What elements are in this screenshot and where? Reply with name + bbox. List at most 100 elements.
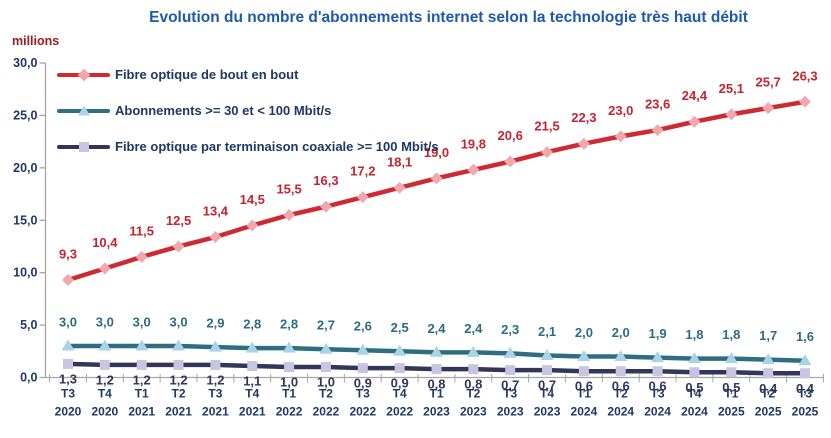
data-point-marker	[63, 358, 73, 369]
x-axis-quarter-label: T4	[687, 387, 701, 401]
x-axis-quarter-label: T2	[319, 387, 333, 401]
data-point-label: 2,4	[464, 321, 483, 336]
data-point-label: 18,1	[387, 154, 412, 169]
data-point-marker	[577, 137, 590, 150]
square-marker-swatch	[57, 138, 110, 155]
data-point-marker	[762, 102, 775, 115]
data-point-marker	[208, 340, 222, 352]
x-axis-quarter-label: T3	[356, 387, 370, 401]
data-point-label: 1,9	[649, 326, 667, 341]
x-axis-quarter-label: T1	[577, 387, 591, 401]
data-point-marker	[98, 339, 112, 351]
data-point-marker	[614, 350, 628, 362]
x-axis-year-label: 2023	[423, 405, 450, 419]
data-point-marker	[61, 339, 75, 351]
x-axis-year-label: 2025	[718, 405, 745, 419]
data-point-marker	[393, 181, 406, 194]
data-point-label: 23,0	[608, 103, 633, 118]
triangle-icon	[77, 105, 90, 115]
data-point-label: 2,7	[317, 318, 335, 333]
y-tick-label: 5,0	[20, 318, 37, 332]
data-point-marker	[761, 353, 775, 365]
data-point-label: 3,0	[133, 315, 151, 330]
y-tick-label: 30,0	[13, 56, 37, 70]
x-axis-quarter-label: T1	[429, 387, 443, 401]
data-point-marker	[503, 346, 517, 358]
y-axis-unit-label: millions	[12, 34, 60, 48]
data-point-label: 0,8	[464, 377, 482, 392]
data-point-label: 23,6	[645, 97, 670, 112]
data-point-label: 1,2	[133, 372, 151, 387]
data-point-marker	[135, 339, 149, 351]
data-point-marker	[689, 367, 700, 378]
data-point-marker	[431, 364, 442, 375]
data-point-marker	[430, 172, 443, 185]
triangle-marker-swatch	[57, 102, 110, 119]
data-point-label: 0,9	[391, 376, 409, 391]
data-point-marker	[467, 163, 480, 176]
data-point-marker	[725, 108, 738, 121]
data-point-label: 17,2	[350, 164, 375, 179]
x-axis-quarter-label: T3	[503, 387, 517, 401]
data-point-label: 1,8	[685, 327, 703, 342]
data-point-label: 19,8	[461, 136, 486, 151]
data-point-label: 2,8	[243, 317, 261, 332]
data-point-marker	[356, 191, 369, 204]
data-point-label: 12,5	[166, 213, 191, 228]
x-axis-year-label: 2022	[313, 405, 340, 419]
data-point-marker	[210, 359, 221, 370]
data-point-marker	[505, 365, 516, 376]
x-axis-year-label: 2023	[534, 405, 561, 419]
legend-label: Fibre optique de bout en bout	[115, 67, 299, 82]
data-point-label: 11,5	[129, 223, 154, 238]
x-axis-quarter-label: T2	[466, 387, 480, 401]
data-point-marker	[688, 115, 701, 128]
x-axis-quarter-label: T4	[540, 387, 554, 401]
data-point-label: 1,7	[759, 328, 777, 343]
x-axis-year-label: 2024	[681, 405, 708, 419]
data-point-marker	[577, 350, 591, 362]
data-point-marker	[726, 367, 737, 378]
x-axis-quarter-label: T3	[798, 387, 812, 401]
data-point-marker	[356, 343, 370, 355]
legend-item: Fibre optique de bout en bout	[57, 66, 439, 83]
data-point-label: 3,0	[170, 315, 188, 330]
x-axis-quarter-label: T3	[651, 387, 665, 401]
data-point-marker	[135, 250, 148, 263]
diamond-icon	[77, 68, 90, 81]
data-point-label: 3,0	[59, 315, 77, 330]
data-point-label: 25,7	[755, 75, 780, 90]
x-axis-quarter-label: T2	[172, 387, 186, 401]
x-axis-quarter-label: T1	[282, 387, 296, 401]
data-point-marker	[799, 95, 811, 108]
data-point-label: 1,3	[59, 371, 77, 386]
diamond-marker-swatch	[57, 66, 110, 83]
square-icon	[78, 141, 89, 152]
data-point-label: 0,8	[427, 377, 445, 392]
data-point-marker	[393, 344, 407, 356]
data-point-marker	[62, 274, 74, 287]
x-axis-year-label: 2022	[276, 405, 303, 419]
data-point-marker	[724, 352, 738, 364]
data-point-label: 21,5	[534, 119, 559, 134]
data-point-label: 2,9	[206, 316, 224, 331]
data-point-label: 20,6	[498, 128, 523, 143]
data-point-marker	[172, 339, 186, 351]
data-point-marker	[319, 200, 332, 213]
data-point-label: 13,4	[203, 204, 229, 219]
data-point-label: 1,2	[206, 372, 224, 387]
y-tick-label: 25,0	[13, 108, 37, 122]
x-axis-quarter-label: T1	[135, 387, 149, 401]
data-point-label: 3,0	[96, 315, 114, 330]
data-point-label: 0,4	[796, 381, 815, 396]
data-point-label: 16,3	[313, 173, 338, 188]
data-point-marker	[284, 362, 295, 373]
data-point-label: 10,4	[92, 235, 118, 250]
data-point-label: 9,3	[59, 247, 77, 262]
x-axis-year-label: 2024	[571, 405, 598, 419]
data-point-label: 0,7	[538, 378, 556, 393]
data-point-marker	[245, 341, 259, 353]
data-point-label: 2,1	[538, 324, 556, 339]
data-point-label: 1,1	[243, 373, 261, 388]
